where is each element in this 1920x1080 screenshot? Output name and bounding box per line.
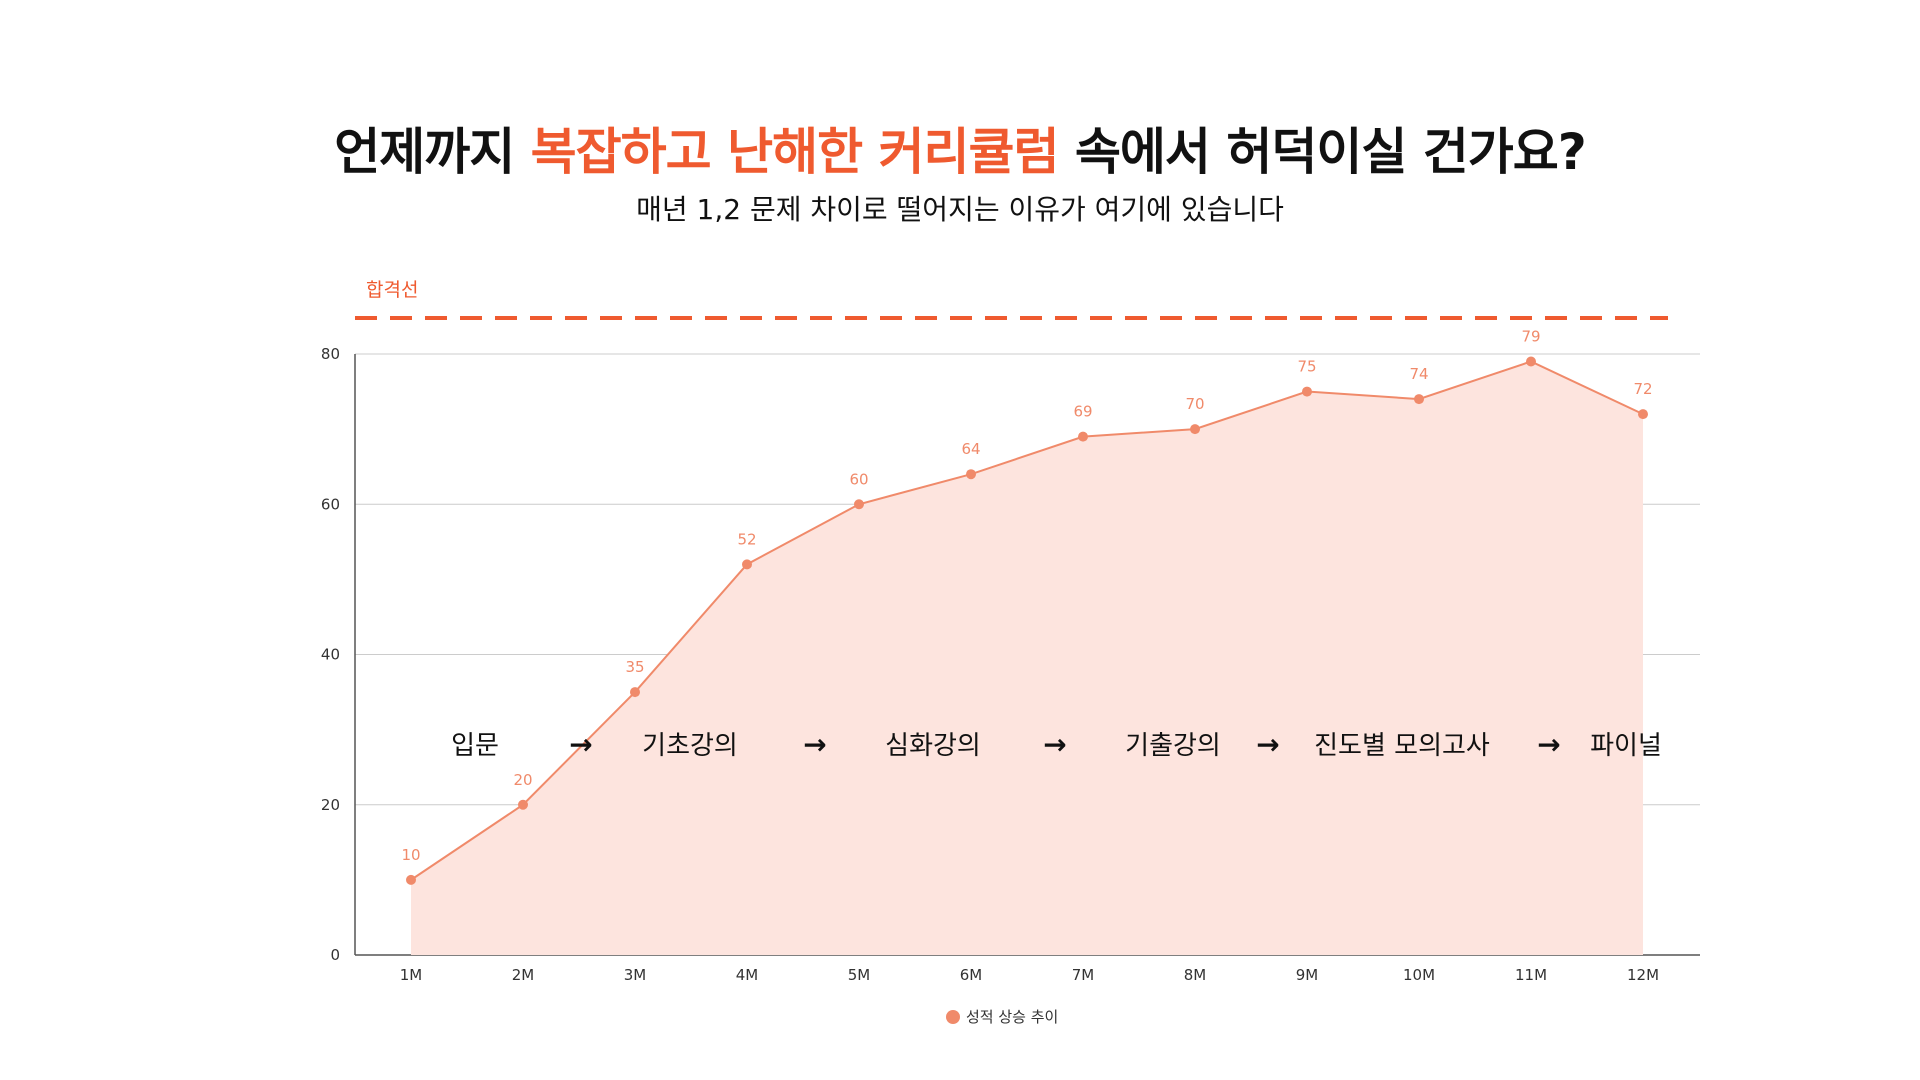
- stage-label: 진도별 모의고사: [1314, 731, 1490, 761]
- data-label: 69: [1073, 403, 1092, 421]
- title-prefix: 언제까지: [334, 123, 515, 181]
- y-tick-label: 0: [330, 946, 340, 964]
- series-area: [411, 361, 1643, 955]
- data-label: 74: [1409, 365, 1428, 383]
- data-point: [630, 687, 640, 698]
- title-suffix: 속에서 허덕이실 건가요?: [1074, 123, 1587, 181]
- data-point: [1078, 431, 1088, 442]
- data-point: [406, 874, 416, 885]
- x-tick-label: 8M: [1184, 966, 1207, 984]
- x-tick-label: 7M: [1072, 966, 1095, 984]
- arrow-icon: →: [1043, 728, 1066, 761]
- x-tick-label: 2M: [512, 966, 535, 984]
- data-point: [966, 469, 976, 480]
- stage-label: 파이널: [1590, 731, 1662, 761]
- title-highlight: 복잡하고 난해한 커리큘럼: [530, 123, 1060, 181]
- data-point: [1526, 356, 1536, 367]
- page-subtitle: 매년 1,2 문제 차이로 떨어지는 이유가 여기에 있습니다: [636, 193, 1284, 226]
- x-tick-label: 4M: [736, 966, 759, 984]
- data-label: 20: [513, 771, 532, 789]
- stage-label: 심화강의: [885, 731, 981, 761]
- data-point: [742, 559, 752, 570]
- data-point: [1302, 386, 1312, 397]
- data-point: [1638, 409, 1648, 420]
- data-label: 75: [1297, 358, 1316, 376]
- data-point: [1414, 394, 1424, 405]
- data-label: 72: [1633, 380, 1652, 398]
- legend-label: 성적 상승 추이: [966, 1008, 1058, 1026]
- x-tick-label: 6M: [960, 966, 983, 984]
- pass-line-label: 합격선: [366, 279, 418, 301]
- y-tick-label: 60: [321, 495, 340, 513]
- data-point: [854, 499, 864, 510]
- stage-label: 입문: [451, 731, 499, 761]
- y-tick-label: 80: [321, 345, 340, 363]
- data-label: 35: [625, 658, 644, 676]
- data-label: 70: [1185, 395, 1204, 413]
- data-label: 64: [961, 440, 980, 458]
- arrow-icon: →: [569, 728, 592, 761]
- x-tick-label: 12M: [1627, 966, 1659, 984]
- arrow-icon: →: [1256, 728, 1279, 761]
- data-label: 10: [401, 846, 420, 864]
- y-tick-label: 40: [321, 646, 340, 664]
- x-tick-label: 9M: [1296, 966, 1319, 984]
- legend-marker: [946, 1010, 960, 1024]
- x-tick-label: 10M: [1403, 966, 1435, 984]
- data-point: [518, 799, 528, 810]
- series-line: [410, 360, 1644, 881]
- page-title: 언제까지 복잡하고 난해한 커리큘럼 속에서 허덕이실 건가요?: [0, 112, 1920, 184]
- stage-label: 기초강의: [642, 731, 738, 761]
- data-label: 60: [849, 470, 868, 488]
- x-tick-label: 1M: [400, 966, 423, 984]
- data-point: [1190, 424, 1200, 435]
- x-tick-label: 11M: [1515, 966, 1547, 984]
- data-label: 79: [1521, 328, 1540, 346]
- x-tick-label: 5M: [848, 966, 871, 984]
- x-tick-label: 3M: [624, 966, 647, 984]
- stage-label: 기출강의: [1125, 731, 1221, 761]
- arrow-icon: →: [1537, 728, 1560, 761]
- y-tick-label: 20: [321, 796, 340, 814]
- data-label: 52: [737, 530, 756, 548]
- arrow-icon: →: [803, 728, 826, 761]
